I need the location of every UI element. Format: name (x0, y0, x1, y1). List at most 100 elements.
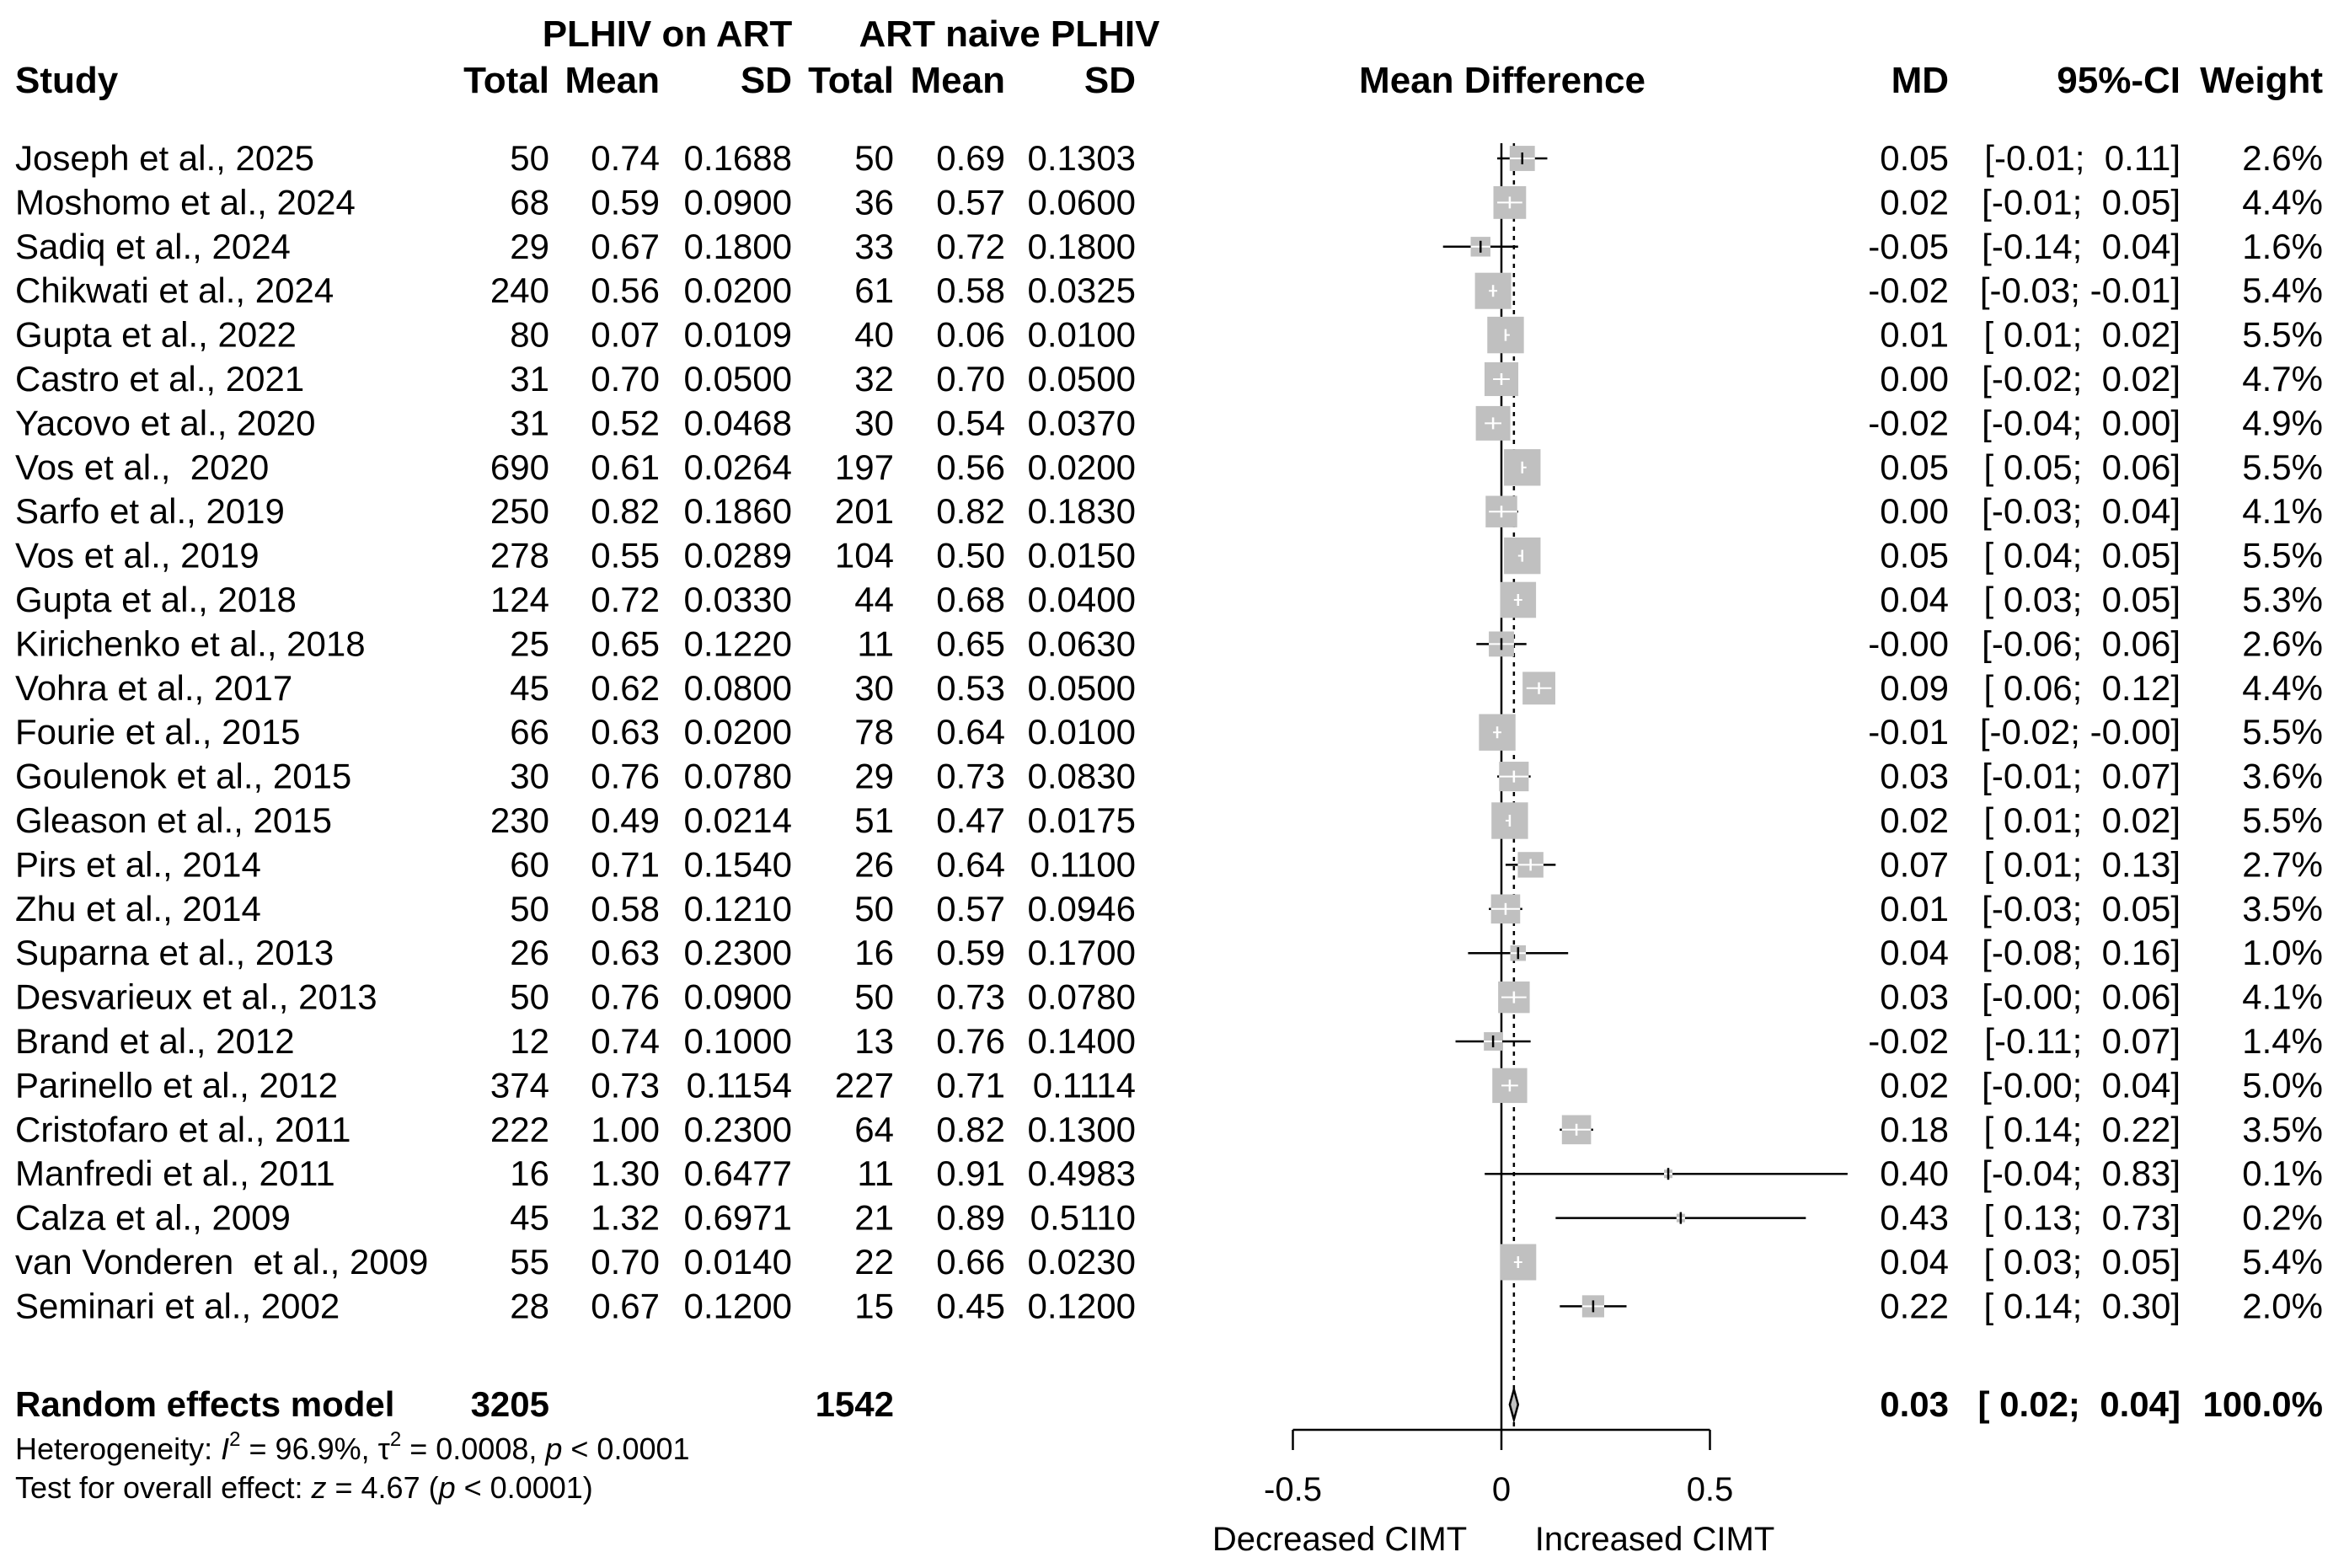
md-cell: 0.40 (1880, 1153, 1949, 1193)
header-study: Study (15, 60, 119, 101)
mean-2-cell: 0.68 (936, 580, 1005, 619)
heterogeneity-text: Heterogeneity: I2 = 96.9%, τ2 = 0.0008, … (15, 1428, 690, 1466)
sd-2-cell: 0.0100 (1028, 712, 1136, 752)
sd-2-cell: 0.1700 (1028, 933, 1136, 972)
sd-2-cell: 0.1830 (1028, 491, 1136, 531)
total-1-cell: 45 (510, 1198, 549, 1238)
ci-cell: [-0.08; 0.16] (1982, 933, 2180, 972)
ci-cell: [-0.00; 0.06] (1982, 977, 2180, 1017)
ci-cell: [-0.01; 0.07] (1982, 757, 2180, 796)
total-1-cell: 50 (510, 889, 549, 928)
x-axis-tick-label: 0.5 (1687, 1471, 1734, 1508)
sd-1-cell: 0.2300 (684, 933, 792, 972)
total-1-cell: 80 (510, 315, 549, 355)
weight-cell: 1.0% (2242, 933, 2323, 972)
total-2-cell: 36 (854, 182, 894, 222)
study-label: Chikwati et al., 2024 (15, 270, 334, 310)
total-1-cell: 31 (510, 403, 549, 442)
sd-2-cell: 0.0175 (1028, 800, 1136, 840)
sd-1-cell: 0.0500 (684, 359, 792, 399)
sd-1-cell: 0.2300 (684, 1110, 792, 1149)
pooled-ci: [ 0.02; 0.04] (1978, 1384, 2180, 1424)
sd-2-cell: 0.0780 (1028, 977, 1136, 1017)
sd-2-cell: 0.0400 (1028, 580, 1136, 619)
sd-2-cell: 0.1800 (1028, 227, 1136, 266)
total-1-cell: 28 (510, 1286, 549, 1325)
total-2-cell: 50 (854, 977, 894, 1017)
study-rows: Joseph et al., 2025 50 0.74 0.1688 50 0.69 0.1… (15, 138, 2323, 1325)
x-axis-tick-label: 0 (1492, 1471, 1511, 1508)
weight-cell: 4.1% (2242, 977, 2323, 1017)
total-2-cell: 40 (854, 315, 894, 355)
weight-cell: 4.1% (2242, 491, 2323, 531)
header-group-on-art: PLHIV on ART (543, 13, 793, 55)
mean-2-cell: 0.06 (936, 315, 1005, 355)
total-1-cell: 240 (490, 270, 549, 310)
ci-cell: [ 0.01; 0.02] (1983, 315, 2180, 355)
mean-1-cell: 0.52 (591, 403, 660, 442)
total-1-cell: 66 (510, 712, 549, 752)
study-label: Gupta et al., 2018 (15, 580, 297, 619)
mean-1-cell: 0.71 (591, 844, 660, 884)
total-2-cell: 11 (857, 623, 894, 663)
sd-2-cell: 0.0230 (1028, 1242, 1136, 1282)
md-cell: -0.05 (1868, 227, 1949, 266)
mean-2-cell: 0.57 (936, 182, 1005, 222)
weight-cell: 5.4% (2242, 1242, 2323, 1282)
ci-cell: [ 0.03; 0.05] (1983, 1242, 2180, 1282)
mean-2-cell: 0.91 (936, 1153, 1005, 1193)
total-2-cell: 29 (854, 757, 894, 796)
sd-2-cell: 0.5110 (1030, 1198, 1136, 1238)
total-1-cell: 374 (490, 1065, 549, 1105)
study-label: Castro et al., 2021 (15, 359, 304, 399)
total-1-cell: 55 (510, 1242, 549, 1282)
weight-cell: 4.9% (2242, 403, 2323, 442)
md-cell: 0.18 (1880, 1110, 1949, 1149)
sd-2-cell: 0.0830 (1028, 757, 1136, 796)
study-label: Zhu et al., 2014 (15, 889, 261, 928)
total-2-cell: 78 (854, 712, 894, 752)
ci-cell: [-0.01; 0.05] (1982, 182, 2180, 222)
total-1-cell: 30 (510, 757, 549, 796)
header-mean-1: Mean (565, 60, 660, 101)
total-2-cell: 26 (854, 844, 894, 884)
study-label: Sadiq et al., 2024 (15, 227, 291, 266)
sd-2-cell: 0.1400 (1028, 1021, 1136, 1061)
mean-1-cell: 0.82 (591, 491, 660, 531)
header-mean-2: Mean (911, 60, 1005, 101)
mean-1-cell: 1.30 (591, 1153, 660, 1193)
total-1-cell: 50 (510, 977, 549, 1017)
mean-2-cell: 0.66 (936, 1242, 1005, 1282)
mean-1-cell: 0.58 (591, 889, 660, 928)
sd-1-cell: 0.0200 (684, 712, 792, 752)
md-cell: 0.22 (1880, 1286, 1949, 1325)
total-1-cell: 68 (510, 182, 549, 222)
weight-cell: 1.4% (2242, 1021, 2323, 1061)
weight-cell: 5.5% (2242, 712, 2323, 752)
mean-1-cell: 0.72 (591, 580, 660, 619)
total-1-cell: 12 (510, 1021, 549, 1061)
md-cell: 0.01 (1880, 315, 1949, 355)
study-label: Parinello et al., 2012 (15, 1065, 338, 1105)
md-cell: 0.09 (1880, 668, 1949, 708)
mean-2-cell: 0.50 (936, 536, 1005, 575)
total-2-cell: 21 (854, 1198, 894, 1238)
total-1-cell: 124 (490, 580, 549, 619)
md-cell: -0.02 (1868, 270, 1949, 310)
mean-2-cell: 0.56 (936, 447, 1005, 487)
ci-cell: [-0.00; 0.04] (1982, 1065, 2180, 1105)
total-1-cell: 31 (510, 359, 549, 399)
overall-effect-text: Test for overall effect: z = 4.67 (p < 0… (15, 1470, 593, 1505)
mean-2-cell: 0.59 (936, 933, 1005, 972)
header-md: MD (1892, 60, 1949, 101)
mean-2-cell: 0.73 (936, 977, 1005, 1017)
md-cell: 0.02 (1880, 1065, 1949, 1105)
sd-1-cell: 0.0330 (684, 580, 792, 619)
header-group-art-naive: ART naive PLHIV (859, 13, 1161, 55)
axis-label-increased: Increased CIMT (1535, 1521, 1775, 1558)
weight-cell: 3.6% (2242, 757, 2323, 796)
sd-1-cell: 0.0109 (684, 315, 792, 355)
total-2-cell: 16 (854, 933, 894, 972)
md-cell: 0.03 (1880, 977, 1949, 1017)
mean-1-cell: 0.61 (591, 447, 660, 487)
